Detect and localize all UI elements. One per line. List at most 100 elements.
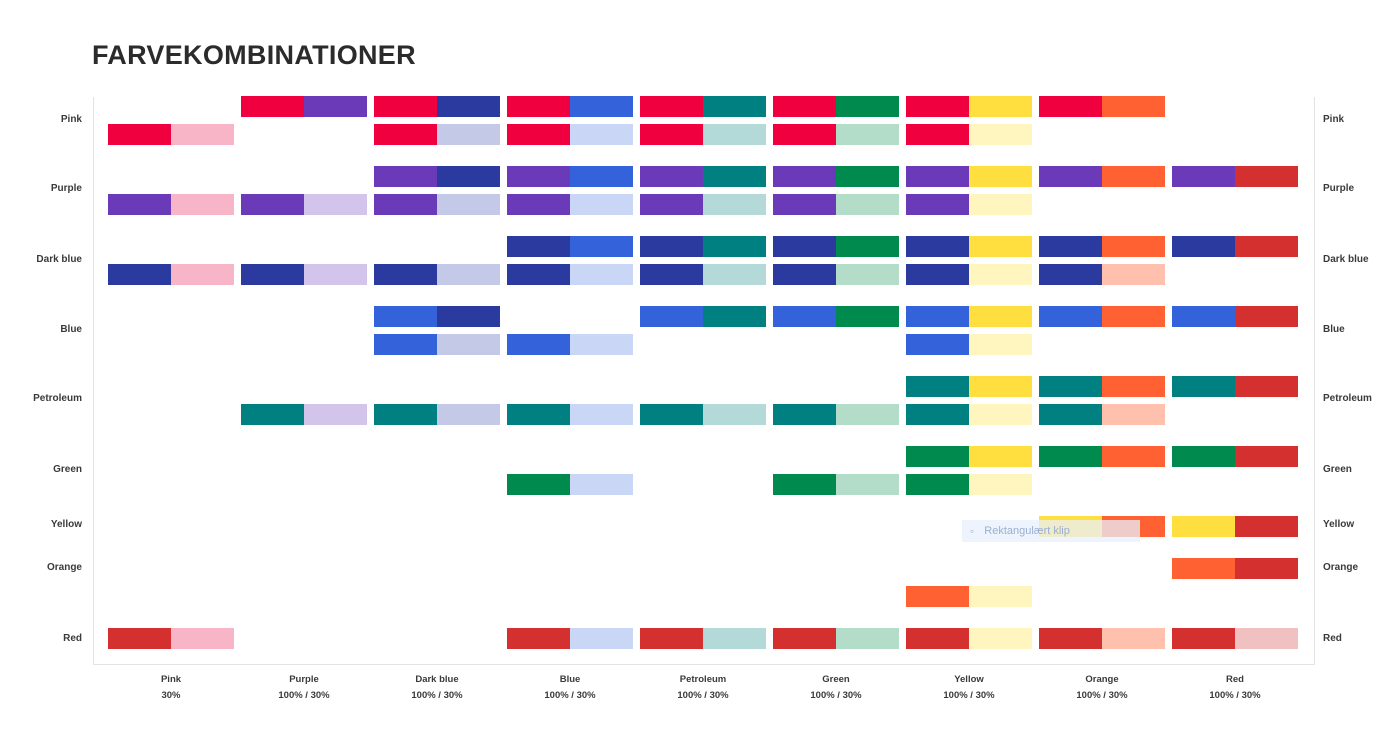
row-label-right-yellow: Yellow <box>1323 519 1355 530</box>
swatch-pink-top-petroleum-petroleum <box>703 96 766 117</box>
swatch-green-bottom-blue-green <box>507 474 570 495</box>
swatch-green-bottom-yellow-yellow30 <box>969 474 1032 495</box>
swatch-purple-top-petroleum-purple <box>640 166 703 187</box>
swatch-petroleum-top-yellow-petroleum <box>906 376 969 397</box>
swatch-petroleum-bottom-purple-purple30 <box>304 404 367 425</box>
column-name: Green <box>822 674 850 685</box>
swatch-green-top-yellow-green <box>906 446 969 467</box>
swatch-petroleum-bottom-orange-orange30 <box>1102 404 1165 425</box>
swatch-purple-top-orange-orange <box>1102 166 1165 187</box>
swatch-blue-top-petroleum-petroleum <box>703 306 766 327</box>
column-name: Blue <box>559 674 581 685</box>
swatch-petroleum-bottom-purple-petroleum <box>241 404 304 425</box>
snip-overlay[interactable]: ◦ Rektangulært klip <box>962 520 1140 542</box>
row-label-left-orange: Orange <box>46 562 82 573</box>
swatch-green-top-orange-green <box>1039 446 1102 467</box>
swatch-purple-bottom-green-green30 <box>836 194 899 215</box>
column-subtitle: 100% / 30% <box>1209 690 1261 701</box>
row-label-left-blue: Blue <box>60 324 82 335</box>
swatch-dark-blue-bottom-pink-darkblue <box>108 264 171 285</box>
swatch-dark-blue-top-petroleum-petroleum <box>703 236 766 257</box>
swatch-dark-blue-top-red-red <box>1235 236 1298 257</box>
row-label-right-blue: Blue <box>1323 324 1345 335</box>
swatch-pink-top-petroleum-pink <box>640 96 703 117</box>
swatch-dark-blue-bottom-purple-darkblue <box>241 264 304 285</box>
swatch-pink-top-purple-purple <box>304 96 367 117</box>
swatch-orange-bottom-yellow-yellow30 <box>969 586 1032 607</box>
swatch-pink-bottom-petroleum-pink <box>640 124 703 145</box>
swatch-blue-top-red-blue <box>1172 306 1235 327</box>
column-header-yellow: Yellow 100% / 30% <box>906 672 1032 704</box>
snip-icon: ◦ <box>970 524 975 538</box>
swatch-pink-top-green-pink <box>773 96 836 117</box>
swatch-blue-top-green-green <box>836 306 899 327</box>
swatch-green-bottom-green-green <box>773 474 836 495</box>
row-label-left-pink: Pink <box>60 114 82 125</box>
swatch-pink-top-blue-pink <box>507 96 570 117</box>
swatch-green-bottom-yellow-green <box>906 474 969 495</box>
swatch-purple-bottom-blue-purple <box>507 194 570 215</box>
swatch-pink-top-dark-blue-pink <box>374 96 437 117</box>
row-label-left-red: Red <box>63 633 82 644</box>
swatch-pink-bottom-pink-pink30 <box>171 124 234 145</box>
swatch-petroleum-top-red-red <box>1235 376 1298 397</box>
swatch-petroleum-bottom-dark-blue-darkblue30 <box>437 404 500 425</box>
swatch-dark-blue-top-red-darkblue <box>1172 236 1235 257</box>
swatch-yellow-top-red-red <box>1235 516 1298 537</box>
swatch-red-top-orange-orange30 <box>1102 628 1165 649</box>
swatch-dark-blue-top-orange-darkblue <box>1039 236 1102 257</box>
swatch-purple-bottom-dark-blue-purple <box>374 194 437 215</box>
swatch-purple-top-blue-purple <box>507 166 570 187</box>
column-name: Orange <box>1085 674 1119 685</box>
swatch-purple-bottom-blue-blue30 <box>570 194 633 215</box>
swatch-pink-top-orange-orange <box>1102 96 1165 117</box>
page-title: FARVEKOMBINATIONER <box>92 40 416 70</box>
column-header-green: Green 100% / 30% <box>773 672 899 704</box>
swatch-dark-blue-bottom-dark-blue-darkblue30 <box>437 264 500 285</box>
swatch-petroleum-top-red-petroleum <box>1172 376 1235 397</box>
swatch-purple-top-yellow-yellow <box>969 166 1032 187</box>
swatch-purple-top-green-purple <box>773 166 836 187</box>
swatch-dark-blue-top-orange-orange <box>1102 236 1165 257</box>
swatch-blue-bottom-dark-blue-blue <box>374 334 437 355</box>
swatch-dark-blue-bottom-yellow-darkblue <box>906 264 969 285</box>
swatch-purple-bottom-petroleum-purple <box>640 194 703 215</box>
swatch-petroleum-top-orange-orange <box>1102 376 1165 397</box>
swatch-orange-top-red-orange <box>1172 558 1235 579</box>
swatch-blue-top-petroleum-blue <box>640 306 703 327</box>
swatch-petroleum-bottom-dark-blue-petroleum <box>374 404 437 425</box>
row-label-left-green: Green <box>53 464 82 475</box>
column-name: Petroleum <box>679 674 727 685</box>
swatch-dark-blue-top-green-darkblue <box>773 236 836 257</box>
swatch-purple-bottom-petroleum-petroleum30 <box>703 194 766 215</box>
swatch-blue-bottom-yellow-blue <box>906 334 969 355</box>
swatch-green-bottom-green-green30 <box>836 474 899 495</box>
snip-label: Rektangulært klip <box>984 525 1070 537</box>
swatch-purple-bottom-dark-blue-darkblue30 <box>437 194 500 215</box>
swatch-green-top-yellow-yellow <box>969 446 1032 467</box>
swatch-red-top-pink-red <box>108 628 171 649</box>
swatch-blue-top-yellow-yellow <box>969 306 1032 327</box>
swatch-red-top-yellow-red <box>906 628 969 649</box>
swatch-dark-blue-bottom-purple-purple30 <box>304 264 367 285</box>
swatch-blue-bottom-blue-blue <box>507 334 570 355</box>
swatch-purple-top-red-purple <box>1172 166 1235 187</box>
swatch-purple-top-dark-blue-purple <box>374 166 437 187</box>
swatch-purple-bottom-pink-pink30 <box>171 194 234 215</box>
column-subtitle: 100% / 30% <box>278 690 330 701</box>
swatch-red-top-green-green30 <box>836 628 899 649</box>
swatch-dark-blue-bottom-green-green30 <box>836 264 899 285</box>
row-label-right-red: Red <box>1323 633 1342 644</box>
row-label-right-purple: Purple <box>1323 183 1355 194</box>
swatch-petroleum-bottom-blue-blue30 <box>570 404 633 425</box>
swatch-petroleum-bottom-petroleum-petroleum30 <box>703 404 766 425</box>
column-subtitle: 100% / 30% <box>544 690 596 701</box>
swatch-green-bottom-blue-blue30 <box>570 474 633 495</box>
row-label-left-yellow: Yellow <box>50 519 82 530</box>
swatch-petroleum-bottom-yellow-petroleum <box>906 404 969 425</box>
swatch-dark-blue-bottom-blue-darkblue <box>507 264 570 285</box>
swatch-pink-top-dark-blue-darkblue <box>437 96 500 117</box>
column-subtitle: 30% <box>161 690 181 701</box>
swatch-dark-blue-top-blue-blue <box>570 236 633 257</box>
swatch-pink-top-purple-pink <box>241 96 304 117</box>
